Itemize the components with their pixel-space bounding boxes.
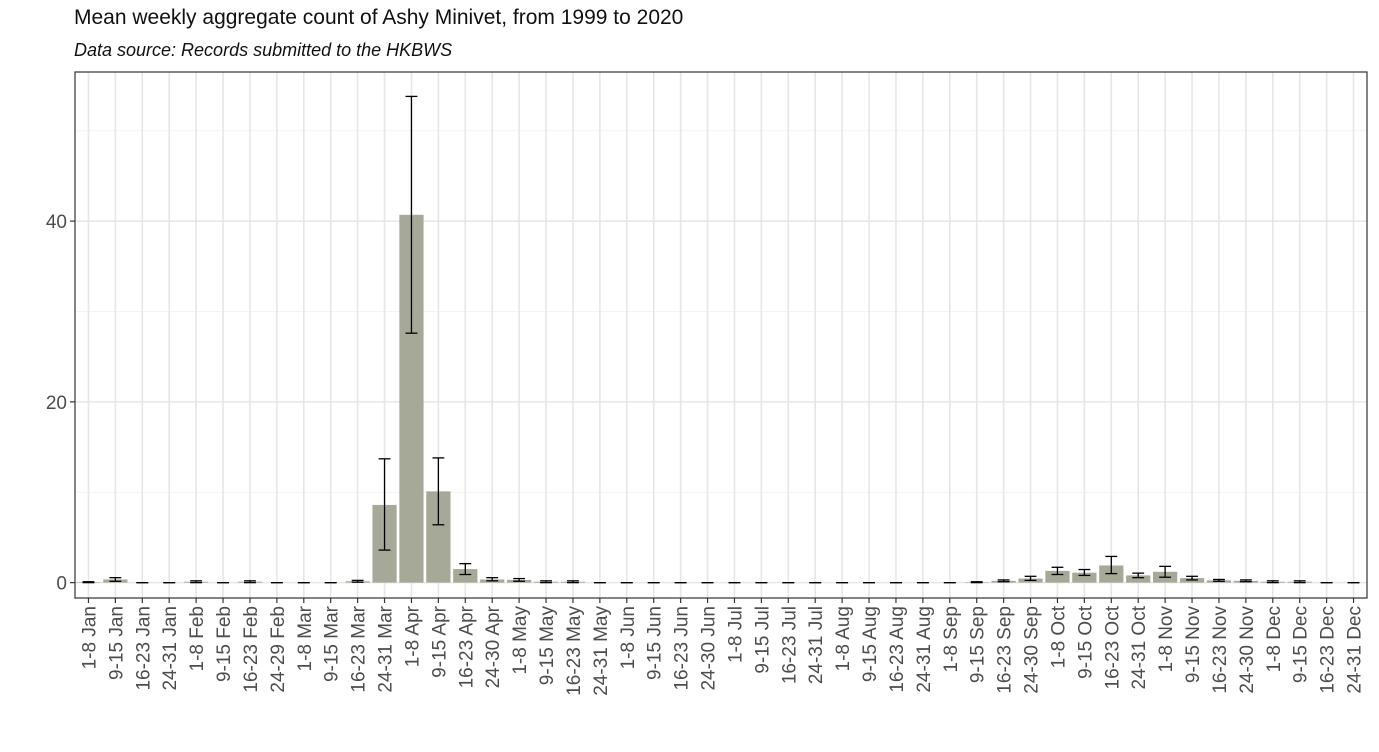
x-tick-label: 24-31 Dec: [1345, 606, 1366, 694]
x-tick-label: 1-8 Dec: [1264, 606, 1285, 673]
x-tick-label: 1-8 Aug: [833, 606, 854, 672]
bar: [1072, 572, 1097, 583]
x-tick-label: 24-30 Nov: [1237, 606, 1258, 694]
x-tick-label: 24-31 Jan: [160, 606, 181, 691]
x-tick-label: 24-29 Feb: [268, 606, 289, 693]
x-tick-label: 9-15 Aug: [860, 606, 881, 682]
x-tick-label: 24-30 Sep: [1022, 606, 1043, 694]
x-tick-label: 9-15 Nov: [1183, 606, 1204, 684]
x-tick-label: 1-8 Jul: [725, 606, 746, 663]
x-tick-label: 9-15 Feb: [214, 606, 235, 682]
x-tick-label: 16-23 Aug: [887, 606, 908, 693]
x-tick-label: 1-8 Nov: [1156, 606, 1177, 673]
y-tick-label: 40: [46, 212, 67, 233]
x-tick-label: 16-23 Dec: [1318, 606, 1339, 694]
x-tick-label: 1-8 Sep: [941, 606, 962, 673]
x-tick-label: 16-23 Nov: [1210, 606, 1231, 694]
x-tick-label: 24-31 Oct: [1129, 605, 1150, 689]
x-tick-label: 9-15 Mar: [322, 605, 343, 682]
x-tick-label: 16-23 Apr: [456, 605, 477, 688]
x-tick-label: 24-30 Jun: [699, 606, 720, 691]
plot-panel: [75, 72, 1367, 598]
x-tick-label: 9-15 May: [537, 606, 558, 686]
x-tick-label: 1-8 Apr: [402, 605, 423, 667]
x-tick-label: 1-8 Feb: [187, 606, 208, 671]
bar: [1045, 570, 1070, 583]
x-tick-label: 16-23 Oct: [1102, 605, 1123, 689]
x-tick-label: 24-31 Jul: [806, 606, 827, 684]
x-tick-label: 24-31 May: [591, 606, 612, 696]
x-tick-label: 1-8 Jun: [618, 606, 639, 669]
x-tick-label: 1-8 Oct: [1048, 605, 1069, 668]
x-tick-label: 24-31 Mar: [376, 605, 397, 692]
x-tick-label: 16-23 Feb: [241, 606, 262, 693]
bar: [453, 569, 478, 583]
x-tick-label: 9-15 Jan: [106, 606, 127, 680]
x-tick-label: 9-15 Apr: [429, 605, 450, 677]
plot-border: [74, 71, 1368, 599]
x-tick-label: 9-15 Dec: [1291, 606, 1312, 683]
x-tick-label: 24-30 Apr: [483, 605, 504, 688]
x-tick-label: 16-23 Mar: [349, 605, 370, 692]
y-tick-label: 0: [56, 574, 67, 595]
x-tick-label: 9-15 Oct: [1075, 605, 1096, 679]
x-tick-label: 9-15 Jun: [645, 606, 666, 680]
x-tick-label: 16-23 Sep: [995, 606, 1016, 694]
x-tick-label: 16-23 Jan: [133, 606, 154, 691]
chart-title: Mean weekly aggregate count of Ashy Mini…: [74, 6, 684, 29]
bar: [1126, 575, 1151, 583]
chart-subtitle: Data source: Records submitted to the HK…: [74, 40, 453, 60]
x-tick-label: 9-15 Sep: [968, 606, 989, 683]
y-tick-label: 20: [46, 393, 67, 414]
x-tick-label: 1-8 Mar: [295, 605, 316, 671]
x-tick-label: 24-31 Aug: [914, 606, 935, 693]
x-tick-label: 1-8 Jan: [79, 606, 100, 669]
x-tick-label: 16-23 Jun: [672, 606, 693, 691]
x-tick-label: 16-23 May: [564, 606, 585, 696]
x-tick-label: 9-15 Jul: [752, 606, 773, 674]
x-tick-label: 16-23 Jul: [779, 606, 800, 684]
x-tick-label: 1-8 May: [510, 606, 531, 675]
